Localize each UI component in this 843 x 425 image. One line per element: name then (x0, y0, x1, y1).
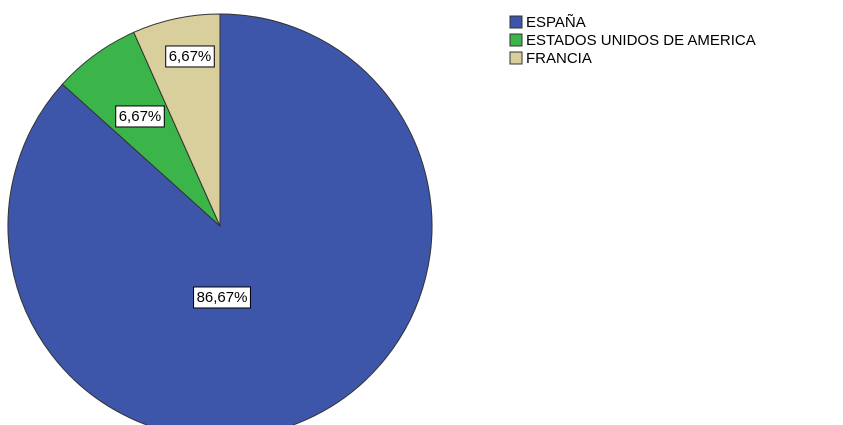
label-box (165, 45, 215, 68)
label-box (193, 286, 251, 309)
data-label: 86,67% (197, 289, 248, 306)
legend-label: ESTADOS UNIDOS DE AMERICA (526, 32, 756, 49)
legend-label: ESPAÑA (526, 14, 586, 31)
legend-label: FRANCIA (526, 50, 592, 67)
data-label: 6,67% (169, 48, 212, 65)
data-label: 6,67% (119, 108, 162, 125)
pie-slice (7, 13, 433, 425)
legend-swatch (509, 51, 523, 65)
legend-swatch (509, 15, 523, 29)
legend-swatch (509, 33, 523, 47)
label-box (115, 105, 165, 128)
